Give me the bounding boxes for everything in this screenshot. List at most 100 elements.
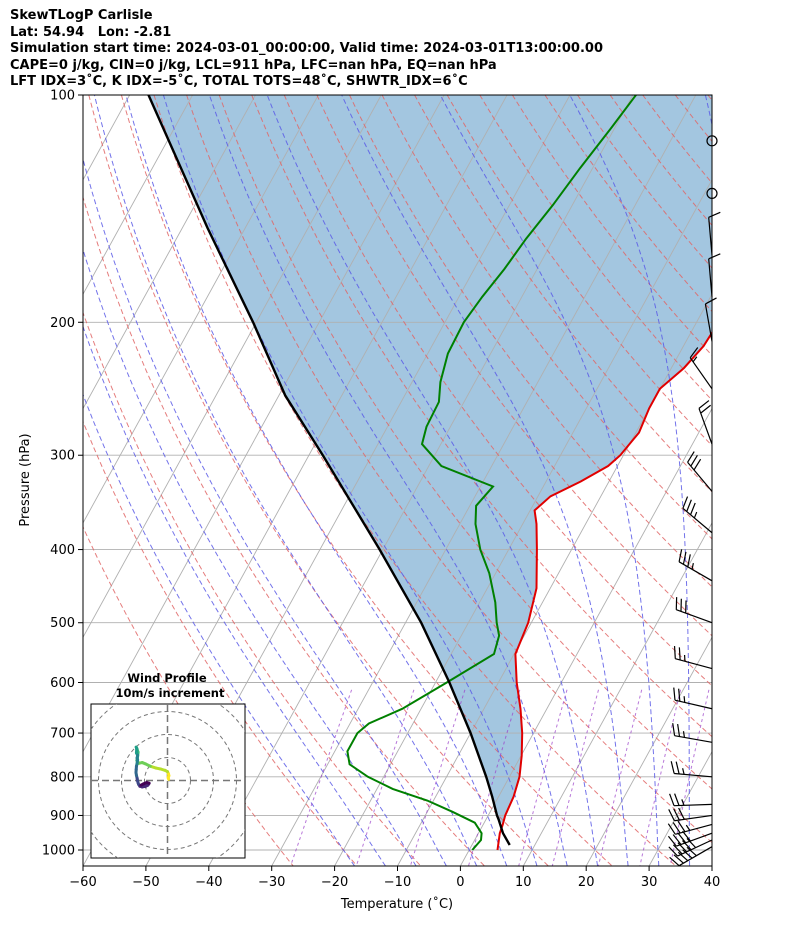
x-tick-label: 10 bbox=[515, 875, 532, 890]
barb-flag bbox=[693, 458, 702, 471]
wind-barb bbox=[667, 820, 713, 835]
y-tick-label: 700 bbox=[50, 727, 75, 742]
barb-half-flag bbox=[693, 511, 698, 519]
x-tick-label: 30 bbox=[641, 875, 658, 890]
dry-adiabat-line bbox=[707, 95, 712, 101]
barb-flag bbox=[667, 823, 676, 835]
dry-adiabat-line bbox=[479, 95, 712, 401]
y-tick-label: 800 bbox=[50, 770, 75, 785]
barb-flag bbox=[678, 549, 683, 562]
hodograph-subtitle: 10m/s increment bbox=[116, 686, 225, 700]
isotherm-line bbox=[522, 521, 712, 866]
wind-barb bbox=[687, 451, 713, 492]
wind-barb bbox=[673, 646, 713, 670]
x-tick-label: 20 bbox=[578, 875, 595, 890]
barb-flag bbox=[670, 761, 675, 774]
barb-shaft bbox=[698, 408, 713, 445]
dewpoint-profile-line bbox=[346, 95, 637, 851]
moist-adiabat-line bbox=[83, 248, 417, 866]
barb-shaft bbox=[674, 699, 713, 710]
barb-half-flag bbox=[682, 731, 686, 738]
isotherm-line bbox=[83, 95, 319, 524]
title-indices-line: LFT IDX=3˚C, K IDX=-5˚C, TOTAL TOTS=48˚C… bbox=[10, 74, 468, 89]
wind-barb bbox=[704, 297, 717, 342]
barb-flag bbox=[682, 830, 691, 842]
wind-barb bbox=[706, 135, 718, 147]
mixing-ratio-line bbox=[468, 689, 521, 866]
barb-shaft bbox=[674, 735, 713, 743]
barb-flag bbox=[686, 499, 692, 512]
barb-half-flag bbox=[685, 824, 691, 831]
barb-flag bbox=[673, 687, 676, 701]
x-tick-label: 40 bbox=[704, 875, 721, 890]
y-tick-label: 300 bbox=[50, 449, 75, 464]
barb-flag bbox=[678, 647, 681, 661]
dry-adiabat-line bbox=[349, 95, 712, 588]
isotherm-line bbox=[711, 865, 712, 866]
mixing-ratio-line bbox=[355, 689, 415, 866]
wind-barb bbox=[689, 347, 713, 390]
x-tick-label: −50 bbox=[132, 875, 159, 890]
barb-flag bbox=[675, 761, 680, 775]
title-times: Simulation start time: 2024-03-01_00:00:… bbox=[10, 41, 603, 56]
barb-flag bbox=[682, 496, 689, 509]
moist-adiabat-line bbox=[266, 95, 599, 866]
barb-flag bbox=[708, 253, 721, 260]
barb-shaft bbox=[678, 561, 713, 582]
dry-adiabat-line bbox=[283, 95, 712, 687]
y-tick-label: 500 bbox=[50, 616, 75, 631]
calm-wind-circle bbox=[706, 135, 718, 147]
barb-flag bbox=[678, 688, 681, 702]
wind-barb bbox=[667, 830, 713, 847]
barb-flag bbox=[698, 400, 710, 409]
temperature-profile-line bbox=[496, 330, 712, 851]
moist-adiabat-line bbox=[83, 157, 447, 866]
barb-flag bbox=[686, 846, 697, 857]
moist-adiabat-line bbox=[341, 95, 629, 866]
barb-shaft bbox=[676, 832, 713, 847]
dry-adiabat-line bbox=[83, 311, 422, 866]
barb-flag bbox=[686, 838, 697, 849]
title-station: SkewTLogP Carlisle bbox=[10, 8, 153, 23]
wind-barb bbox=[668, 807, 713, 822]
barb-shaft bbox=[682, 507, 713, 534]
y-tick-label: 100 bbox=[50, 89, 75, 104]
barb-shaft bbox=[674, 814, 713, 822]
dry-adiabat-line bbox=[88, 95, 549, 866]
barb-shaft bbox=[687, 461, 713, 492]
barb-flag bbox=[673, 854, 684, 864]
barb-half-flag bbox=[692, 356, 698, 363]
barb-shaft bbox=[678, 846, 713, 867]
moist-adiabat-line bbox=[569, 95, 691, 866]
title-location: Lat: 54.94 Lon: -2.81 bbox=[10, 24, 172, 40]
barb-shaft bbox=[689, 357, 713, 390]
barb-shaft bbox=[676, 609, 713, 624]
parcel-profile-line bbox=[147, 95, 511, 846]
barb-flag bbox=[677, 820, 686, 833]
wind-barb bbox=[706, 187, 718, 200]
x-tick-label: −10 bbox=[384, 875, 411, 890]
barb-flag bbox=[677, 723, 681, 737]
hodograph-title: Wind Profile bbox=[127, 671, 207, 685]
y-tick-label: 1000 bbox=[42, 844, 75, 859]
barb-flag bbox=[672, 834, 682, 845]
barb-flag bbox=[677, 842, 688, 853]
dry-adiabat-line bbox=[577, 95, 712, 269]
calm-wind-circle bbox=[706, 187, 718, 200]
barb-flag bbox=[677, 832, 687, 844]
hodograph-segment bbox=[139, 782, 145, 787]
wind-barb bbox=[708, 253, 721, 297]
dry-adiabat-line bbox=[83, 195, 485, 866]
moist-adiabat-line bbox=[93, 95, 478, 866]
barb-flag bbox=[682, 840, 692, 851]
mixing-ratio-line bbox=[551, 689, 599, 866]
barb-flag bbox=[678, 807, 685, 820]
dry-adiabat-line bbox=[316, 95, 712, 637]
barb-flag bbox=[672, 844, 683, 855]
barb-shaft bbox=[675, 658, 713, 670]
moist-adiabat-line bbox=[83, 393, 356, 866]
isotherm-line bbox=[271, 95, 697, 866]
barb-shaft bbox=[708, 217, 713, 256]
barb-flag bbox=[687, 554, 691, 567]
